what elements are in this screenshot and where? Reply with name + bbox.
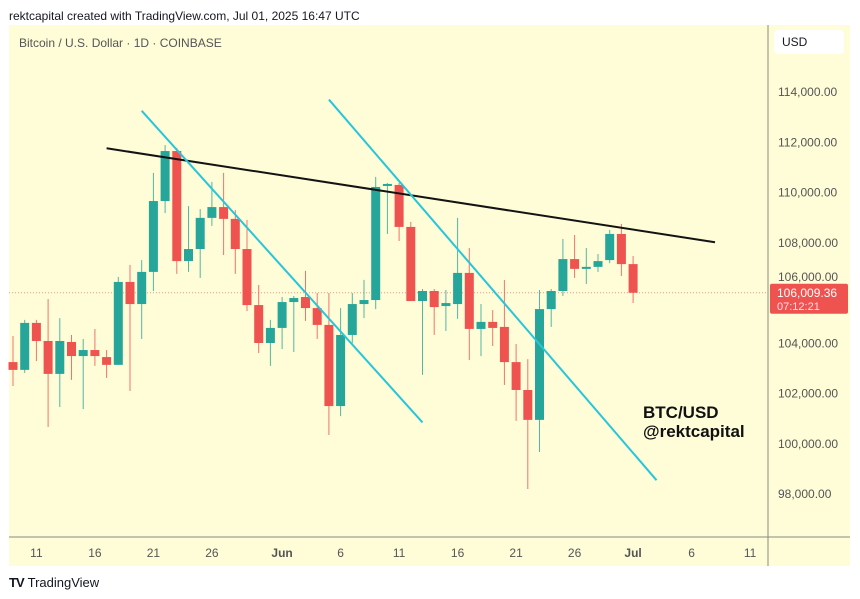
candle-down[interactable]	[242, 249, 252, 306]
candle-up[interactable]	[184, 249, 193, 262]
watermark-line2: @rektcapital	[643, 422, 745, 441]
candle-up[interactable]	[265, 327, 275, 343]
last-price-label: 106,009.36	[777, 286, 837, 300]
candle-up[interactable]	[78, 350, 88, 357]
candle-up[interactable]	[195, 217, 205, 250]
candle-up[interactable]	[593, 261, 603, 267]
candle-down[interactable]	[523, 389, 533, 420]
time-tick-label: 21	[147, 546, 161, 560]
candle-up[interactable]	[289, 298, 299, 303]
candle-up[interactable]	[371, 186, 381, 301]
chart-credit: rektcapital created with TradingView.com…	[9, 9, 360, 23]
candle-down[interactable]	[301, 297, 310, 309]
price-tick-label: 98,000.00	[778, 487, 832, 501]
price-tick-label: 112,000.00	[778, 135, 837, 149]
candle-up[interactable]	[535, 309, 544, 420]
currency-button[interactable]: USD	[774, 30, 844, 54]
candle-down[interactable]	[324, 324, 334, 407]
symbol-title: Bitcoin / U.S. Dollar · 1D · COINBASE	[19, 36, 222, 50]
candle-up[interactable]	[418, 290, 427, 302]
chart-panel[interactable]	[9, 25, 850, 566]
candle-up[interactable]	[160, 151, 170, 202]
time-tick-label: 11	[393, 546, 406, 560]
time-tick-label: 16	[88, 546, 102, 560]
candle-up[interactable]	[55, 340, 65, 374]
channel-trend-line[interactable]	[140, 110, 424, 424]
candle-down[interactable]	[102, 357, 112, 365]
candle-down[interactable]	[511, 362, 521, 390]
candle-up[interactable]	[382, 183, 392, 186]
price-tick-label: 102,000.00	[778, 387, 838, 401]
candle-up[interactable]	[453, 272, 463, 305]
candle-up[interactable]	[20, 322, 30, 370]
last-price-badge	[770, 283, 848, 314]
candle-down[interactable]	[488, 321, 498, 328]
candle-down[interactable]	[219, 207, 229, 219]
footer-brand[interactable]: TV TradingView	[9, 575, 99, 590]
price-tick-label: 104,000.00	[778, 336, 838, 350]
candle-down[interactable]	[312, 308, 322, 325]
candle-up[interactable]	[336, 334, 346, 407]
candle-down[interactable]	[406, 226, 416, 302]
candle-down[interactable]	[628, 264, 638, 293]
candle-up[interactable]	[148, 201, 158, 272]
candle-up[interactable]	[605, 233, 615, 261]
time-tick-label: 11	[30, 546, 43, 560]
candle-down[interactable]	[90, 350, 100, 357]
candle-down[interactable]	[8, 362, 18, 370]
candle-down[interactable]	[230, 218, 240, 250]
candle-up[interactable]	[359, 300, 369, 305]
time-tick-label: 6	[688, 546, 695, 560]
candle-down[interactable]	[254, 305, 264, 343]
price-tick-label: 110,000.00	[778, 186, 837, 200]
candle-down[interactable]	[67, 341, 76, 357]
tradingview-logo-icon: TV	[9, 575, 25, 590]
candle-down[interactable]	[125, 281, 135, 305]
candle-up[interactable]	[581, 266, 591, 269]
candle-up[interactable]	[558, 259, 568, 291]
candle-up[interactable]	[113, 281, 123, 365]
candle-up[interactable]	[277, 302, 287, 328]
time-tick-label: 16	[451, 546, 465, 560]
candle-down[interactable]	[499, 326, 509, 363]
candle-down[interactable]	[464, 272, 474, 329]
brand-name: TradingView	[27, 575, 100, 590]
watermark: BTC/USD @rektcapital	[643, 403, 745, 441]
time-tick-label: 6	[337, 546, 344, 560]
price-tick-label: 108,000.00	[778, 236, 838, 250]
candle-down[interactable]	[43, 340, 53, 374]
candle-down[interactable]	[429, 290, 439, 308]
candle-up[interactable]	[476, 321, 486, 329]
candle-down[interactable]	[172, 151, 182, 262]
time-tick-label: Jun	[271, 546, 292, 560]
candle-up[interactable]	[207, 207, 217, 218]
time-tick-label: 26	[568, 546, 582, 560]
candle-down[interactable]	[31, 322, 41, 341]
candle-down[interactable]	[570, 259, 580, 269]
candle-up[interactable]	[546, 290, 556, 310]
candle-up[interactable]	[441, 303, 451, 307]
price-tick-label: 106,000.00	[778, 270, 838, 284]
bar-countdown-label: 07:12:21	[777, 301, 820, 313]
time-tick-label: Jul	[624, 546, 641, 560]
price-tick-label: 100,000.00	[778, 437, 838, 451]
time-tick-label: 11	[744, 546, 757, 560]
candle-down[interactable]	[616, 233, 626, 265]
watermark-line1: BTC/USD	[643, 403, 719, 422]
price-tick-label: 114,000.00	[778, 85, 837, 99]
candle-down[interactable]	[394, 184, 404, 227]
time-tick-label: 21	[509, 546, 523, 560]
time-tick-label: 26	[205, 546, 219, 560]
channel-trend-line[interactable]	[328, 98, 658, 481]
candle-up[interactable]	[347, 304, 357, 335]
candle-up[interactable]	[137, 271, 147, 305]
